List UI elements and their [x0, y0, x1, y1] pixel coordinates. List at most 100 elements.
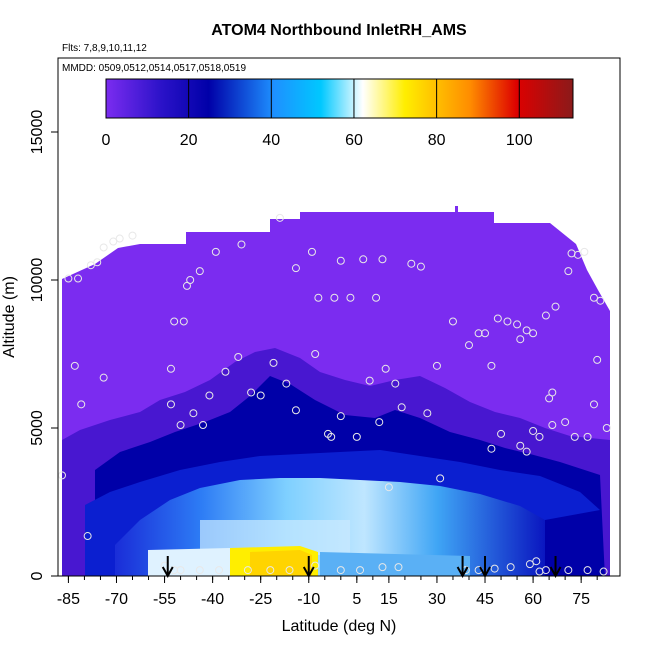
sample-point [602, 424, 611, 432]
sample-point [516, 441, 525, 450]
sample-point [291, 264, 300, 273]
sample-point [583, 566, 592, 575]
sample-point [186, 276, 195, 284]
sample-point [307, 247, 316, 256]
sample-point [487, 444, 496, 453]
sample-point [346, 293, 355, 302]
sample-point [541, 311, 550, 320]
sample-point [166, 400, 175, 409]
sample-point [506, 563, 515, 572]
sample-point [545, 394, 554, 403]
north-surface-region [545, 510, 605, 576]
sample-point [529, 426, 538, 435]
x-tick-label: 30 [428, 591, 446, 608]
sample-point [497, 429, 506, 438]
sample-point [493, 314, 502, 323]
sample-point [365, 376, 374, 385]
colorbar: 0 20 40 60 80 100 [102, 78, 574, 149]
sample-point [436, 474, 445, 483]
x-tick-label: 75 [572, 591, 590, 608]
sample-point [474, 329, 483, 338]
y-tick-label: 15000 [29, 110, 46, 155]
sample-point [195, 566, 204, 575]
sample-point [407, 259, 416, 268]
y-tick-label: 0 [29, 571, 46, 580]
sample-points [58, 213, 611, 576]
sample-point [481, 329, 490, 338]
sample-point [74, 274, 83, 283]
sample-point [166, 364, 175, 373]
sample-point [311, 350, 320, 358]
sample-point [570, 432, 579, 441]
sample-point [330, 293, 339, 302]
sample-point [522, 447, 531, 456]
sample-point [487, 361, 496, 370]
sample-point [490, 564, 499, 573]
sample-point [593, 355, 602, 364]
y-tick-label: 5000 [29, 410, 46, 446]
sample-point [282, 379, 291, 388]
near-surface-mid [320, 552, 470, 576]
sample-point [285, 566, 294, 575]
sample-point [64, 274, 73, 283]
sample-point [176, 421, 185, 430]
sample-point [234, 352, 243, 361]
sample-point [83, 532, 92, 541]
sample-point [384, 483, 393, 492]
sample-point [548, 421, 557, 430]
sample-point [128, 231, 137, 240]
sample-point [77, 400, 86, 409]
sample-point [541, 566, 550, 575]
sample-point [589, 293, 598, 302]
sample-point [336, 256, 345, 265]
sample-point [525, 560, 534, 569]
sample-point [275, 213, 284, 222]
sample-point [182, 281, 191, 290]
sample-point [448, 317, 457, 326]
x-tick-label: 60 [524, 591, 542, 608]
sample-point [314, 293, 323, 302]
sample-point [115, 234, 124, 243]
sample-point [291, 406, 300, 415]
sample-point [256, 391, 265, 400]
sample-point [378, 563, 387, 572]
sample-point [529, 329, 538, 338]
sample-point [599, 567, 608, 576]
sample-point [266, 566, 275, 575]
sample-point [513, 320, 522, 329]
sample-point [378, 255, 387, 264]
sample-point [423, 409, 432, 418]
y-axis-label: Altitude (m) [1, 276, 18, 358]
sample-point [394, 563, 403, 572]
x-tick-label: -10 [297, 591, 320, 608]
dates-subtitle: MMDD: 0509,0512,0514,0517,0518,0519 [62, 63, 246, 74]
sample-point [336, 412, 345, 421]
sample-point [551, 302, 560, 311]
sample-point [535, 432, 544, 441]
sample-point [70, 361, 79, 370]
sample-point [176, 566, 185, 575]
sample-point [179, 317, 188, 326]
x-tick-label: 45 [476, 591, 494, 608]
sample-point [522, 326, 531, 335]
colorbar-tick-label: 0 [102, 132, 111, 149]
sample-point [215, 566, 224, 575]
sample-point [189, 409, 198, 418]
sample-point [596, 296, 605, 305]
sample-point [352, 432, 361, 441]
sample-point [516, 335, 525, 344]
sample-point [195, 267, 204, 276]
sample-point [311, 561, 320, 570]
x-tick-label: -40 [201, 591, 224, 608]
chart-title: ATOM4 Northbound InletRH_AMS [211, 22, 467, 39]
sample-point [93, 258, 102, 267]
sample-point [564, 267, 573, 276]
high-rh-core-inner [250, 550, 312, 576]
sample-point [416, 262, 425, 271]
sample-point [561, 418, 570, 427]
sample-point [86, 261, 95, 270]
sample-point [359, 255, 368, 264]
sample-point [269, 358, 278, 367]
sample-point [109, 237, 118, 246]
sample-point [205, 391, 214, 400]
